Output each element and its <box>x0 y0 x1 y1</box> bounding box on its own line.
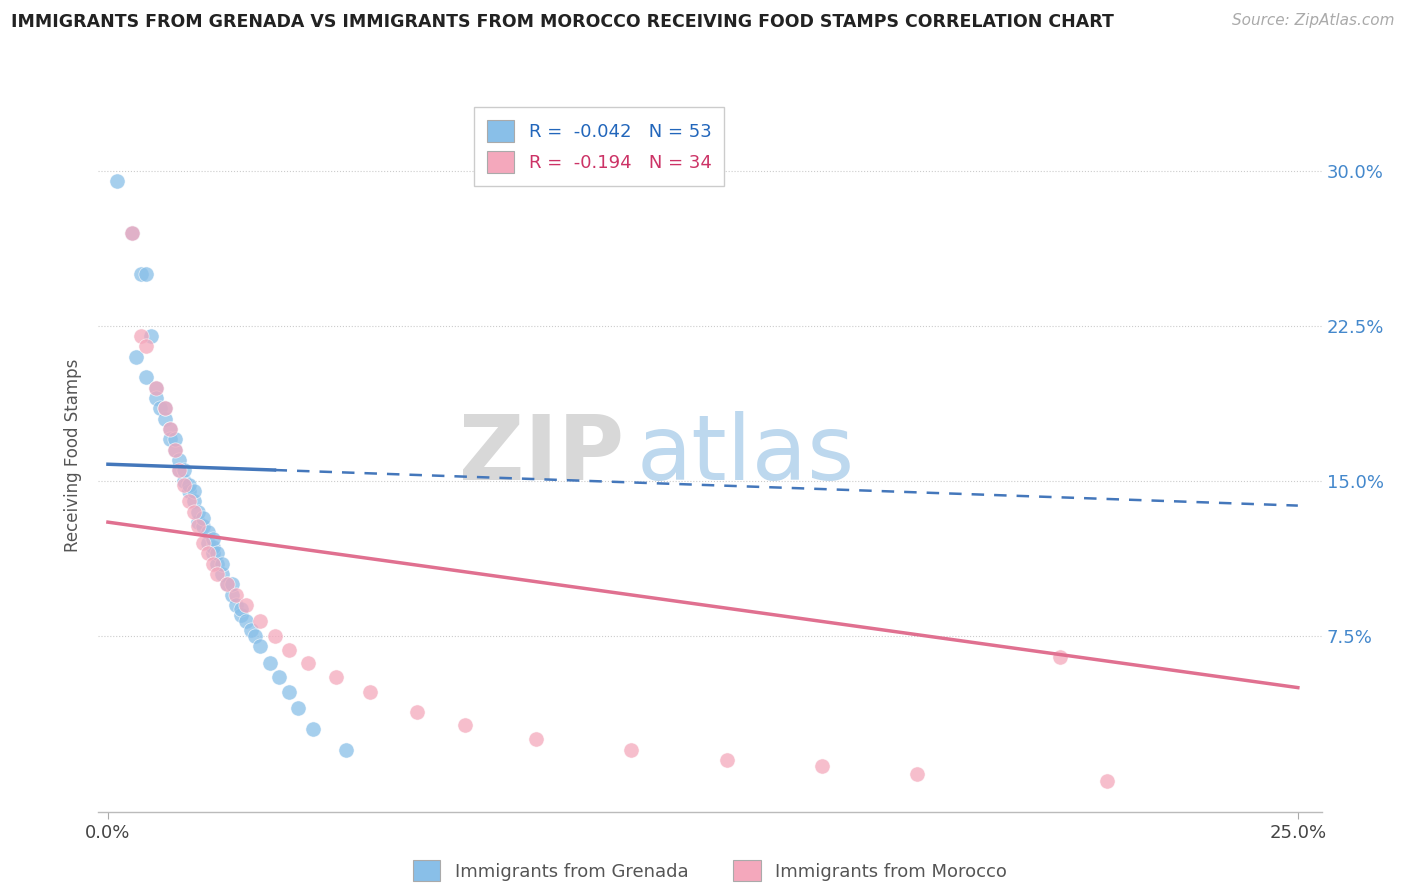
Point <box>173 478 195 492</box>
Point <box>215 577 238 591</box>
Point <box>905 767 928 781</box>
Point <box>249 639 271 653</box>
Point <box>263 629 285 643</box>
Point <box>277 685 299 699</box>
Point <box>201 557 224 571</box>
Point <box>159 433 181 447</box>
Point <box>239 623 262 637</box>
Point <box>121 226 143 240</box>
Point <box>177 494 200 508</box>
Text: IMMIGRANTS FROM GRENADA VS IMMIGRANTS FROM MOROCCO RECEIVING FOOD STAMPS CORRELA: IMMIGRANTS FROM GRENADA VS IMMIGRANTS FR… <box>11 13 1114 31</box>
Point <box>173 474 195 488</box>
Point <box>129 329 152 343</box>
Point <box>249 615 271 629</box>
Point <box>135 267 157 281</box>
Point <box>207 566 229 581</box>
Point <box>287 701 309 715</box>
Point <box>211 557 233 571</box>
Point <box>277 643 299 657</box>
Point <box>153 401 176 416</box>
Point <box>716 753 738 767</box>
Point <box>197 525 219 540</box>
Point <box>215 577 238 591</box>
Point <box>245 629 267 643</box>
Point <box>187 515 209 529</box>
Point <box>183 494 205 508</box>
Point <box>201 546 224 560</box>
Point <box>169 463 191 477</box>
Point <box>191 519 214 533</box>
Point <box>149 401 172 416</box>
Point <box>125 350 148 364</box>
Point <box>207 557 229 571</box>
Point <box>183 484 205 499</box>
Point <box>211 566 233 581</box>
Point <box>269 670 291 684</box>
Point <box>183 505 205 519</box>
Point <box>325 670 347 684</box>
Point <box>297 656 319 670</box>
Text: Source: ZipAtlas.com: Source: ZipAtlas.com <box>1232 13 1395 29</box>
Point <box>811 759 834 773</box>
Point <box>187 505 209 519</box>
Point <box>135 370 157 384</box>
Point <box>191 536 214 550</box>
Point <box>301 722 323 736</box>
Text: ZIP: ZIP <box>460 411 624 499</box>
Point <box>107 174 129 188</box>
Point <box>231 608 253 623</box>
Point <box>153 401 176 416</box>
Point <box>524 732 547 747</box>
Point <box>197 546 219 560</box>
Point <box>121 226 143 240</box>
Point <box>335 742 357 756</box>
Legend: Immigrants from Grenada, Immigrants from Morocco: Immigrants from Grenada, Immigrants from… <box>406 853 1014 888</box>
Point <box>145 381 167 395</box>
Text: atlas: atlas <box>637 411 855 499</box>
Y-axis label: Receiving Food Stamps: Receiving Food Stamps <box>65 359 83 551</box>
Point <box>235 598 257 612</box>
Point <box>177 484 200 499</box>
Point <box>359 685 381 699</box>
Point <box>620 742 643 756</box>
Point <box>201 540 224 554</box>
Point <box>177 478 200 492</box>
Point <box>129 267 152 281</box>
Point <box>259 656 281 670</box>
Point <box>201 532 224 546</box>
Point <box>221 577 243 591</box>
Point <box>139 329 162 343</box>
Point <box>1049 649 1071 664</box>
Point <box>1097 773 1119 788</box>
Point <box>225 598 247 612</box>
Point <box>173 463 195 477</box>
Point <box>207 546 229 560</box>
Point <box>231 602 253 616</box>
Point <box>159 422 181 436</box>
Point <box>159 422 181 436</box>
Point <box>169 453 191 467</box>
Point <box>406 706 429 720</box>
Point <box>235 615 257 629</box>
Point <box>221 588 243 602</box>
Point <box>169 463 191 477</box>
Point <box>145 381 167 395</box>
Point <box>135 339 157 353</box>
Point <box>163 442 186 457</box>
Point <box>454 718 477 732</box>
Point <box>197 536 219 550</box>
Point <box>163 433 186 447</box>
Point <box>225 588 247 602</box>
Point <box>187 519 209 533</box>
Point <box>153 411 176 425</box>
Point <box>163 442 186 457</box>
Point <box>191 511 214 525</box>
Point <box>145 391 167 405</box>
